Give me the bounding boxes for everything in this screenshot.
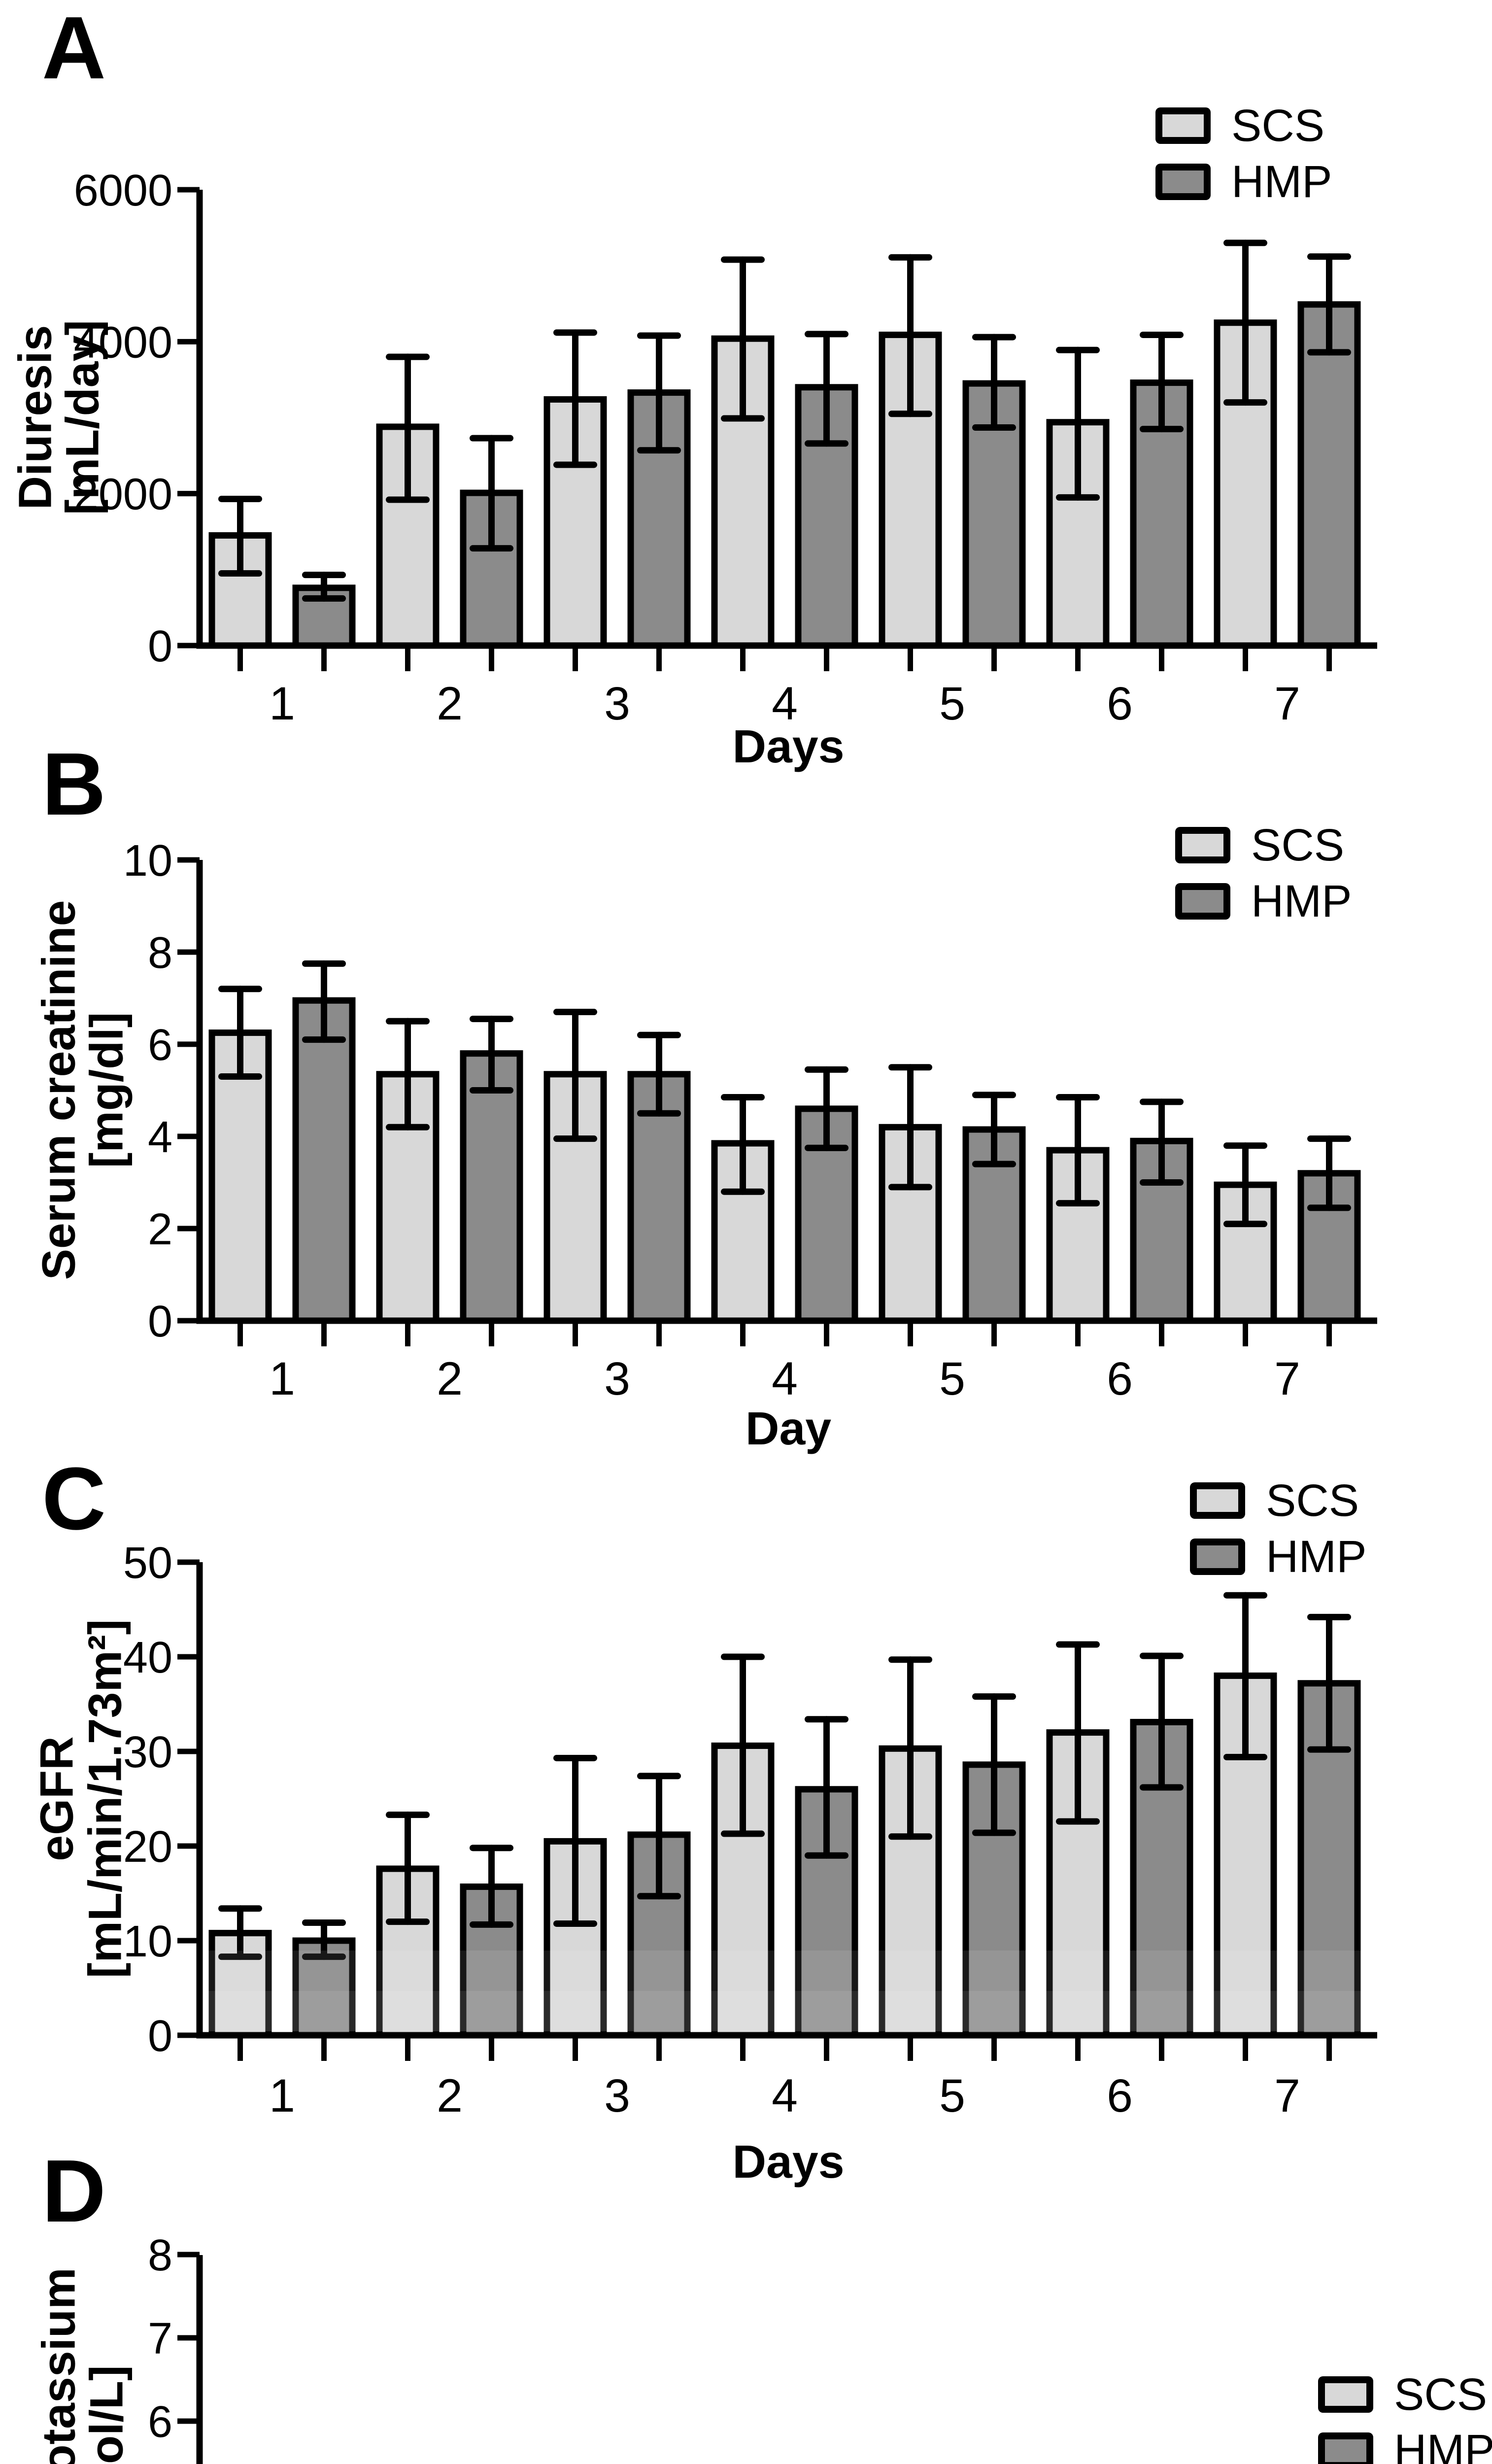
x-tick-label: 4	[772, 2070, 798, 2122]
x-tick-label: 3	[604, 678, 630, 730]
x-tick-label: 6	[1107, 1353, 1133, 1405]
x-tick-label: 7	[1274, 678, 1300, 730]
y-tick-label: 7	[148, 2314, 172, 2363]
legend-item-hmp: HMP	[1155, 154, 1332, 210]
y-tick-label: 0	[148, 2012, 172, 2061]
panel-c-xlabel: Days	[732, 2136, 845, 2188]
y-tick-label: 2	[148, 1205, 172, 1254]
x-tick-label: 6	[1107, 2070, 1133, 2122]
x-tick-label: 3	[604, 1353, 630, 1405]
panel-b-letter: B	[42, 735, 106, 834]
x-tick-label: 5	[939, 2070, 965, 2122]
x-tick-label: 2	[437, 1353, 463, 1405]
y-tick-label: 6	[148, 2397, 172, 2447]
x-tick-label: 6	[1107, 678, 1133, 730]
y-tick-label: 2000	[74, 470, 172, 519]
hmp-swatch-icon	[1175, 883, 1230, 920]
light-band-overlay	[208, 1951, 1363, 1991]
x-tick-label: 1	[269, 1353, 295, 1405]
y-tick-label: 50	[123, 1539, 172, 1588]
panel-a-xlabel: Days	[732, 720, 845, 773]
panel-c-legend: SCS HMP	[1190, 1472, 1366, 1585]
legend-label-scs: SCS	[1394, 2369, 1488, 2420]
panel-d-ylabel-line2: [mmol/L]	[80, 2365, 133, 2464]
y-tick-label: 0	[148, 1297, 172, 1346]
legend-label-scs: SCS	[1251, 820, 1345, 870]
y-tick-label: 0	[148, 622, 172, 671]
panel-a-letter: A	[42, 0, 106, 98]
x-tick-label: 7	[1274, 2070, 1300, 2122]
y-tick-label: 6000	[74, 166, 172, 215]
y-tick-label: 8	[148, 2231, 172, 2280]
legend-label-scs: SCS	[1266, 1475, 1359, 1526]
legend-label-scs: SCS	[1231, 101, 1325, 151]
x-tick-label: 5	[939, 678, 965, 730]
panel-d-ylabel-line1: Serum potassium	[33, 2267, 85, 2464]
legend-item-scs: SCS	[1318, 2366, 1492, 2423]
panel-b-ylabel-line2: [mg/dl]	[80, 1012, 133, 1168]
legend-item-hmp: HMP	[1190, 1529, 1366, 1585]
panel-a-ylabel-line2: [mL/day]	[56, 320, 109, 515]
y-tick-label: 10	[123, 836, 172, 886]
legend-label-hmp: HMP	[1394, 2426, 1492, 2464]
x-tick-label: 1	[269, 678, 295, 730]
bar-hmp-day2	[460, 1050, 523, 1324]
panel-b-legend: SCS HMP	[1175, 817, 1352, 929]
panel-c-letter: C	[42, 1449, 106, 1548]
y-tick-label: 8	[148, 928, 172, 978]
panel-b-ylabel-line1: Serum creatinine	[33, 900, 85, 1280]
x-tick-label: 4	[772, 1353, 798, 1405]
panel-d-letter: D	[42, 2142, 106, 2241]
y-tick-label: 40	[123, 1633, 172, 1682]
x-tick-label: 2	[437, 2070, 463, 2122]
y-tick-label: 10	[123, 1917, 172, 1966]
x-tick-label: 2	[437, 678, 463, 730]
legend-item-scs: SCS	[1155, 98, 1332, 154]
panel-b-xlabel: Day	[745, 1403, 832, 1455]
x-tick-label: 5	[939, 1353, 965, 1405]
bar-hmp-day7	[1297, 301, 1361, 649]
legend-item-scs: SCS	[1190, 1472, 1366, 1529]
x-tick-label: 7	[1274, 1353, 1300, 1405]
hmp-swatch-icon	[1155, 164, 1211, 200]
y-tick-label: 20	[123, 1822, 172, 1872]
legend-item-hmp: HMP	[1318, 2423, 1492, 2464]
panel-a-legend: SCS HMP	[1155, 98, 1332, 210]
y-tick-label: 4	[148, 1113, 172, 1162]
x-tick-label: 3	[604, 2070, 630, 2122]
hmp-swatch-icon	[1318, 2432, 1373, 2464]
scs-swatch-icon	[1155, 107, 1211, 144]
legend-label-hmp: HMP	[1266, 1532, 1367, 1582]
scs-swatch-icon	[1175, 827, 1230, 863]
legend-item-scs: SCS	[1175, 817, 1352, 873]
legend-label-hmp: HMP	[1231, 157, 1332, 207]
y-tick-label: 6	[148, 1021, 172, 1070]
x-tick-label: 1	[269, 2070, 295, 2122]
scs-swatch-icon	[1318, 2376, 1373, 2413]
hmp-swatch-icon	[1190, 1539, 1245, 1575]
panel-c-ylabel-line1: eGFR	[31, 1736, 83, 1861]
y-tick-label: 30	[123, 1728, 172, 1777]
legend-label-hmp: HMP	[1251, 876, 1352, 926]
scs-swatch-icon	[1190, 1482, 1245, 1519]
panel-d-legend: SCS HMP	[1318, 2366, 1492, 2464]
light-band-overlay	[208, 1991, 1363, 2031]
legend-item-hmp: HMP	[1175, 873, 1352, 929]
panel-a-ylabel-line1: Diuresis	[9, 325, 62, 510]
x-tick-label: 4	[772, 678, 798, 730]
bar-hmp-day1	[292, 997, 356, 1324]
panel-c-ylabel-line2: [mL/min/1.73m²]	[79, 1619, 132, 1979]
y-tick-label: 4000	[74, 318, 172, 367]
